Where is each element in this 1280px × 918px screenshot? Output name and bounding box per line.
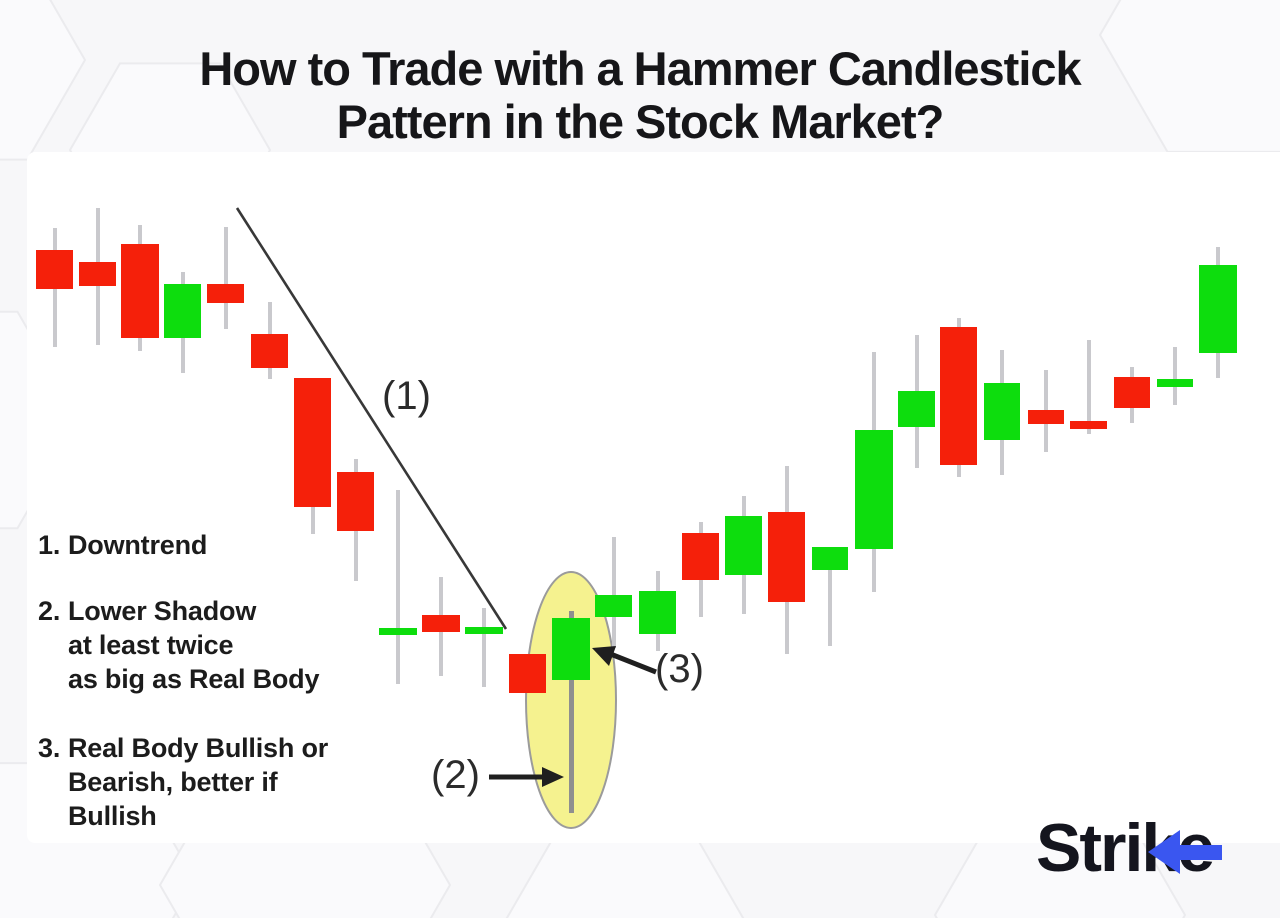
checklist-number: 1. — [38, 530, 61, 560]
checklist-line: Bearish, better if — [68, 767, 278, 797]
annotation-label-3: (3) — [655, 647, 704, 691]
title-line-1: How to Trade with a Hammer Candlestick — [199, 42, 1081, 95]
page-title: How to Trade with a Hammer Candlestick P… — [0, 42, 1280, 148]
checklist-item-2: 2. Lower Shadow at least twice as big as Re… — [38, 594, 319, 696]
checklist-number: 3. — [38, 733, 61, 763]
checklist-line: Lower Shadow — [68, 596, 257, 626]
annotation-label-1: (1) — [382, 374, 431, 418]
annotation-label-2: (2) — [431, 753, 480, 797]
logo-part-stri: Stri — [1036, 810, 1143, 886]
chart-panel — [27, 152, 1280, 843]
checklist-line: Downtrend — [68, 530, 208, 560]
hexagon-decoration — [1098, 0, 1280, 153]
checklist-line: at least twice — [68, 630, 234, 660]
strike-logo: Strike — [1036, 814, 1215, 886]
checklist-text: Real Body Bullish or Bearish, better if Bu… — [68, 731, 328, 833]
logo-arrow-bar — [1176, 845, 1222, 860]
downtrend-line — [235, 207, 508, 630]
label3-arrow — [592, 646, 657, 675]
checklist-number: 2. — [38, 596, 61, 626]
checklist-line: Real Body Bullish or — [68, 733, 329, 763]
checklist-item-3: 3. Real Body Bullish or Bearish, better if… — [38, 731, 328, 833]
strike-logo-text: Strike — [1036, 814, 1215, 882]
checklist-text: Lower Shadow at least twice as big as Real… — [68, 594, 319, 696]
checklist-line: Bullish — [68, 801, 157, 831]
checklist-line: as big as Real Body — [68, 664, 320, 694]
label2-arrow — [489, 767, 564, 787]
logo-left-arrow-icon — [1148, 830, 1180, 874]
checklist-text: Downtrend — [68, 528, 207, 562]
checklist-item-1: 1. Downtrend — [38, 528, 207, 562]
title-line-2: Pattern in the Stock Market? — [336, 95, 945, 148]
